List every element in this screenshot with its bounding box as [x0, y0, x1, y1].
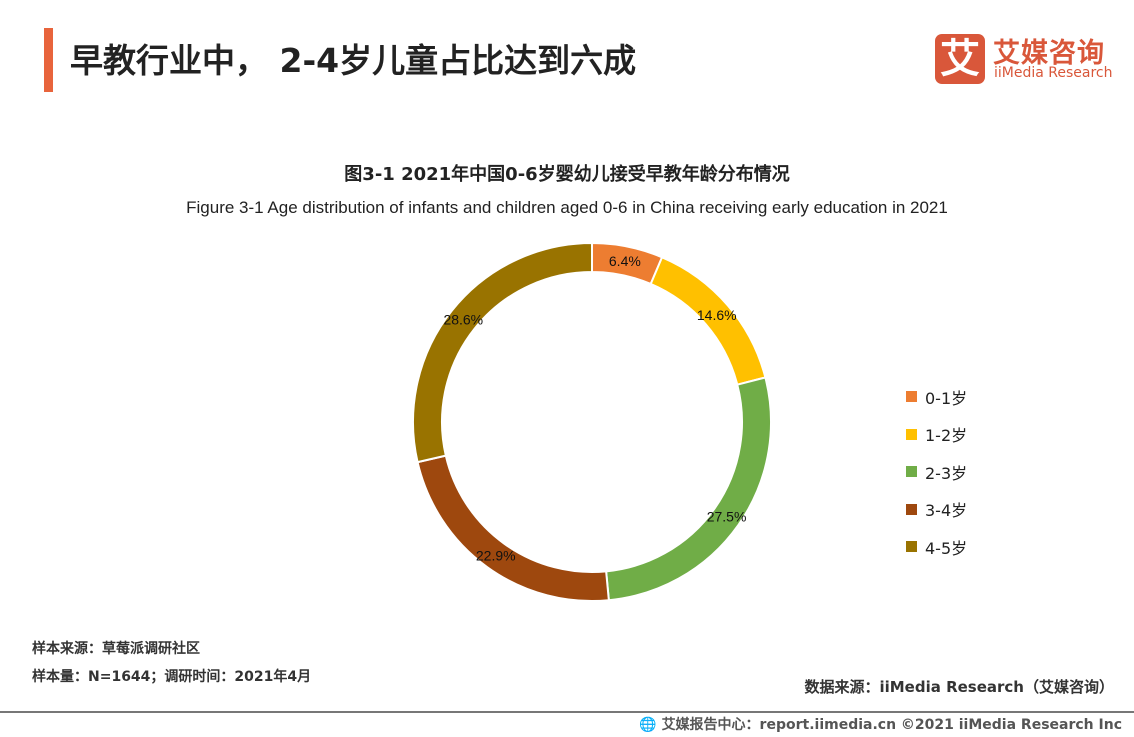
legend-item: 4-5岁 — [906, 528, 967, 566]
donut-slice-3-4岁 — [416, 454, 610, 602]
globe-icon: 🌐 — [639, 717, 657, 733]
logo-en: iiMedia Research — [994, 65, 1113, 81]
chart-subtitle: Figure 3-1 Age distribution of infants a… — [186, 198, 948, 217]
legend: 0-1岁 1-2岁 2-3岁 3-4岁 4-5岁 — [906, 378, 967, 566]
legend-swatch — [906, 428, 917, 440]
legend-label: 0-1岁 — [925, 388, 968, 408]
data-label: 14.6% — [697, 307, 737, 323]
sample-source: 样本来源：草莓派调研社区 — [32, 641, 200, 657]
legend-swatch — [906, 466, 917, 478]
data-label: 28.6% — [443, 312, 483, 328]
page-title: 早教行业中， 2-4岁儿童占比达到六成 — [70, 41, 637, 80]
donut-slice-4-5岁 — [412, 241, 593, 464]
chart-title: 图3-1 2021年中国0-6岁婴幼儿接受早教年龄分布情况 — [344, 164, 790, 185]
legend-swatch — [906, 541, 917, 553]
data-label: 27.5% — [707, 509, 747, 525]
footer-divider — [0, 711, 1134, 713]
logo-cn: 艾媒咨询 — [993, 38, 1105, 69]
legend-label: 1-2岁 — [925, 426, 968, 446]
legend-item: 3-4岁 — [906, 491, 967, 529]
donut-slice-2-3岁 — [605, 376, 772, 602]
data-label: 22.9% — [476, 547, 516, 563]
legend-item: 2-3岁 — [906, 453, 967, 491]
data-source: 数据来源：iiMedia Research（艾媒咨询） — [804, 678, 1114, 696]
footer-text: 艾媒报告中心：report.iimedia.cn ©2021 iiMedia R… — [661, 717, 1122, 733]
legend-item: 0-1岁 — [906, 378, 967, 416]
logo-mark: 艾 — [935, 34, 985, 84]
legend-label: 4-5岁 — [925, 538, 968, 558]
legend-item: 1-2岁 — [906, 416, 967, 454]
legend-swatch — [906, 503, 917, 515]
footer: 🌐 艾媒报告中心：report.iimedia.cn ©2021 iiMedia… — [639, 714, 1122, 734]
legend-label: 2-3岁 — [925, 463, 968, 483]
data-label: 6.4% — [609, 253, 641, 269]
legend-label: 3-4岁 — [925, 501, 968, 521]
legend-swatch — [906, 391, 917, 403]
title-accent-bar — [44, 28, 53, 92]
sample-size: 样本量：N=1644；调研时间：2021年4月 — [32, 669, 312, 685]
